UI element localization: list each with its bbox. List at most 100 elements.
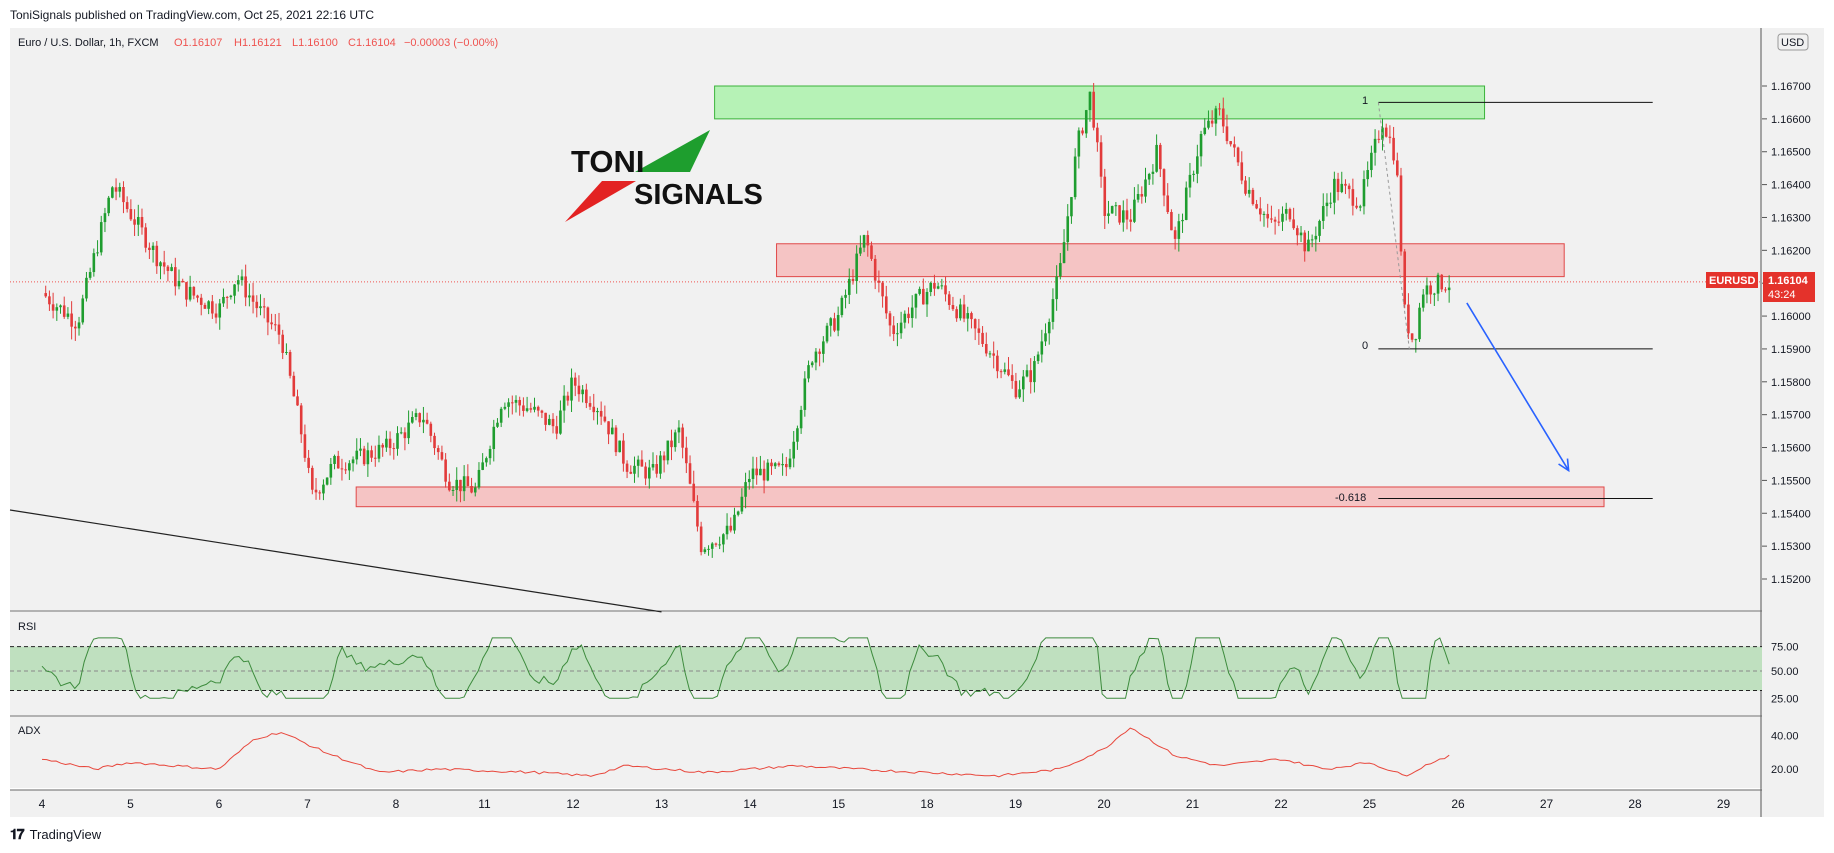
candle-body xyxy=(614,427,618,453)
price-tag-bg xyxy=(1763,272,1815,302)
time-tick-label: 22 xyxy=(1274,797,1288,811)
candle-body xyxy=(929,282,933,292)
candle-body xyxy=(1121,210,1125,223)
candle-body xyxy=(296,396,299,406)
candle-body xyxy=(681,427,684,448)
price-tick-label: 1.16500 xyxy=(1771,147,1811,159)
candle-body xyxy=(703,549,707,553)
logo-text-toni: TONI xyxy=(571,144,645,179)
candle-body xyxy=(970,313,973,320)
candle-body xyxy=(155,245,159,267)
candle-body xyxy=(740,496,744,512)
candle-body xyxy=(381,444,384,448)
candle-body xyxy=(62,305,66,317)
candle-body xyxy=(1321,206,1325,221)
candle-body xyxy=(429,423,433,436)
candle-body xyxy=(436,448,440,453)
candle-body xyxy=(311,467,314,490)
candle-body xyxy=(425,419,429,424)
currency-box[interactable] xyxy=(1777,33,1809,51)
candle-body xyxy=(451,489,455,491)
time-tick-label: 11 xyxy=(478,797,491,811)
candle-body xyxy=(1199,133,1203,157)
candle-body xyxy=(710,543,714,549)
candle-body xyxy=(1173,230,1177,239)
candle-body xyxy=(551,418,555,427)
time-tick-label: 8 xyxy=(393,797,400,811)
candle-body xyxy=(1370,152,1373,171)
candle-body xyxy=(744,482,747,497)
candle-body xyxy=(240,276,244,281)
candle-body xyxy=(1184,187,1188,220)
candle-body xyxy=(651,464,655,468)
candle-body xyxy=(718,544,721,546)
candle-body xyxy=(1025,370,1029,377)
logo-green-wedge xyxy=(635,130,710,172)
time-axis-background xyxy=(10,790,1762,817)
price-tick-label: 1.15900 xyxy=(1771,344,1811,356)
candle-body xyxy=(951,305,955,310)
candle-body xyxy=(1340,183,1344,193)
candle-body xyxy=(229,295,233,298)
candle-body xyxy=(1403,251,1407,305)
time-tick-label: 7 xyxy=(304,797,311,811)
adx-pane[interactable] xyxy=(41,727,1450,778)
candle-body xyxy=(510,402,514,404)
candle-body xyxy=(892,325,895,335)
candle-body xyxy=(1410,333,1414,340)
candle-body xyxy=(544,412,547,425)
time-tick-label: 21 xyxy=(1186,797,1200,811)
candle-body xyxy=(759,468,762,476)
candle-body xyxy=(114,187,118,192)
candle-body xyxy=(66,313,70,317)
time-tick-label: 29 xyxy=(1717,797,1731,811)
candle-body xyxy=(1392,137,1395,161)
candle-body xyxy=(214,313,218,318)
candle-body xyxy=(133,219,136,225)
candle-body xyxy=(203,304,207,309)
candle-body xyxy=(122,187,125,203)
candle-body xyxy=(1036,354,1040,362)
candle-body xyxy=(370,450,373,458)
candle-body xyxy=(592,406,596,413)
candle-body xyxy=(385,438,388,448)
candle-body xyxy=(211,301,214,314)
candle-body xyxy=(1044,333,1047,342)
legend-open: O1.16107 xyxy=(174,37,222,49)
candle-body xyxy=(873,258,877,281)
candle-body xyxy=(533,406,536,410)
candle-body xyxy=(1314,235,1318,240)
price-pane[interactable] xyxy=(9,82,1762,613)
candle-body xyxy=(373,457,377,459)
fib-label-1: 1 xyxy=(1362,95,1368,107)
candle-body xyxy=(348,463,351,471)
candle-body xyxy=(1018,389,1021,398)
rsi-pane-label: RSI xyxy=(18,621,36,633)
candle-body xyxy=(1329,202,1332,204)
price-tick-label: 1.15300 xyxy=(1771,541,1811,553)
candle-body xyxy=(1236,147,1240,163)
tradingview-footer[interactable]: 𝟏𝟕 TradingView xyxy=(10,826,101,843)
candle-body xyxy=(1362,179,1366,207)
rsi-pane[interactable] xyxy=(10,637,1762,699)
candle-body xyxy=(251,295,255,302)
candle-body xyxy=(1096,127,1099,143)
candle-body xyxy=(1255,204,1258,209)
candle-body xyxy=(299,405,303,435)
candle-body xyxy=(377,444,381,459)
candle-body xyxy=(977,328,981,333)
price-tick-label: 1.15800 xyxy=(1771,377,1811,389)
candle-body xyxy=(1429,285,1432,295)
candle-body xyxy=(922,288,925,305)
candle-body xyxy=(1055,276,1058,300)
candle-body xyxy=(236,280,240,285)
candle-body xyxy=(466,476,470,486)
candle-body xyxy=(884,296,888,314)
candle-body xyxy=(1229,141,1232,145)
candle-body xyxy=(862,235,866,248)
candle-body xyxy=(866,235,870,246)
candle-body xyxy=(1196,156,1199,174)
candle-body xyxy=(81,298,85,323)
candle-body xyxy=(899,322,903,334)
